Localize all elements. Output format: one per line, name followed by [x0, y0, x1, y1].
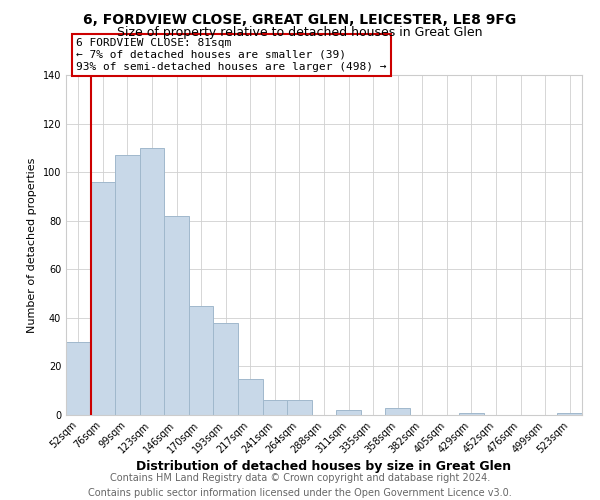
- Text: 6 FORDVIEW CLOSE: 81sqm
← 7% of detached houses are smaller (39)
93% of semi-det: 6 FORDVIEW CLOSE: 81sqm ← 7% of detached…: [76, 38, 387, 72]
- Text: Size of property relative to detached houses in Great Glen: Size of property relative to detached ho…: [117, 26, 483, 39]
- Bar: [287, 400, 312, 415]
- Bar: [115, 155, 140, 415]
- Bar: [263, 400, 287, 415]
- Bar: [189, 306, 214, 415]
- Bar: [459, 412, 484, 415]
- Text: 6, FORDVIEW CLOSE, GREAT GLEN, LEICESTER, LE8 9FG: 6, FORDVIEW CLOSE, GREAT GLEN, LEICESTER…: [83, 12, 517, 26]
- Bar: [214, 322, 238, 415]
- Bar: [164, 216, 189, 415]
- Bar: [336, 410, 361, 415]
- Y-axis label: Number of detached properties: Number of detached properties: [27, 158, 37, 332]
- Bar: [91, 182, 115, 415]
- Bar: [66, 342, 91, 415]
- Bar: [385, 408, 410, 415]
- X-axis label: Distribution of detached houses by size in Great Glen: Distribution of detached houses by size …: [136, 460, 512, 473]
- Bar: [557, 412, 582, 415]
- Bar: [140, 148, 164, 415]
- Text: Contains HM Land Registry data © Crown copyright and database right 2024.
Contai: Contains HM Land Registry data © Crown c…: [88, 472, 512, 498]
- Bar: [238, 378, 263, 415]
